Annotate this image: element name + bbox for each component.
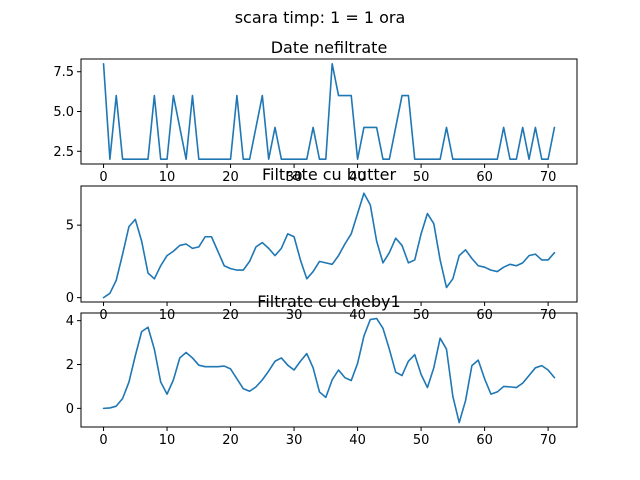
x-tick-label: 10	[159, 308, 176, 323]
y-tick-label: 0	[66, 291, 74, 306]
figure-suptitle: scara timp: 1 = 1 ora	[235, 8, 406, 27]
x-tick-label: 70	[540, 433, 557, 448]
y-tick-label: 4	[66, 314, 74, 329]
x-tick-label: 60	[476, 433, 493, 448]
subplot-title: Filtrate cu cheby1	[257, 292, 400, 311]
x-tick-label: 60	[476, 170, 493, 185]
series-line-1-1	[102, 62, 556, 161]
y-tick-label: 2.5	[53, 145, 74, 160]
x-tick-label: 50	[413, 170, 430, 185]
x-tick-label: 60	[476, 308, 493, 323]
y-tick-label: 7.5	[53, 65, 74, 80]
x-tick-label: 70	[540, 308, 557, 323]
x-tick-label: 10	[159, 433, 176, 448]
x-tick-label: 20	[222, 170, 239, 185]
x-tick-label: 50	[413, 433, 430, 448]
y-tick-label: 5.0	[53, 105, 74, 120]
y-tick-label: 2	[66, 358, 74, 373]
x-tick-label: 10	[159, 170, 176, 185]
subplot-3: 0 10 20 30 40 50 60 70 0 2 4 Filtrate cu cheby1	[66, 292, 578, 448]
y-tick-label: 0	[66, 402, 74, 417]
x-tick-label: 30	[286, 170, 303, 185]
x-tick-label: 0	[99, 308, 107, 323]
x-tick-label: 70	[540, 170, 557, 185]
axes-frame	[80, 185, 578, 303]
subplot-1: 0 10 20 30 40 50 60 70 2.5 5.0 7.5 Date nefiltrate	[53, 38, 578, 185]
subplot-2: 0 10 20 30 40 50 60 70 0 5 Filtrate cu butter	[66, 165, 578, 323]
series-line-3-1	[102, 317, 556, 424]
x-tick-label: 20	[222, 433, 239, 448]
x-tick-label: 40	[349, 170, 366, 185]
axes-frame	[80, 312, 578, 428]
subplot-title: Filtrate cu butter	[262, 165, 397, 184]
y-tick-label: 5	[66, 219, 74, 234]
x-tick-label: 0	[99, 433, 107, 448]
x-tick-label: 20	[222, 308, 239, 323]
x-tick-label: 30	[286, 308, 303, 323]
series-line-2-1	[102, 192, 556, 299]
x-tick-label: 0	[99, 170, 107, 185]
subplot-title: Date nefiltrate	[271, 38, 388, 57]
x-tick-label: 40	[349, 433, 366, 448]
x-tick-label: 50	[413, 308, 430, 323]
x-tick-label: 40	[349, 308, 366, 323]
x-tick-label: 30	[286, 433, 303, 448]
